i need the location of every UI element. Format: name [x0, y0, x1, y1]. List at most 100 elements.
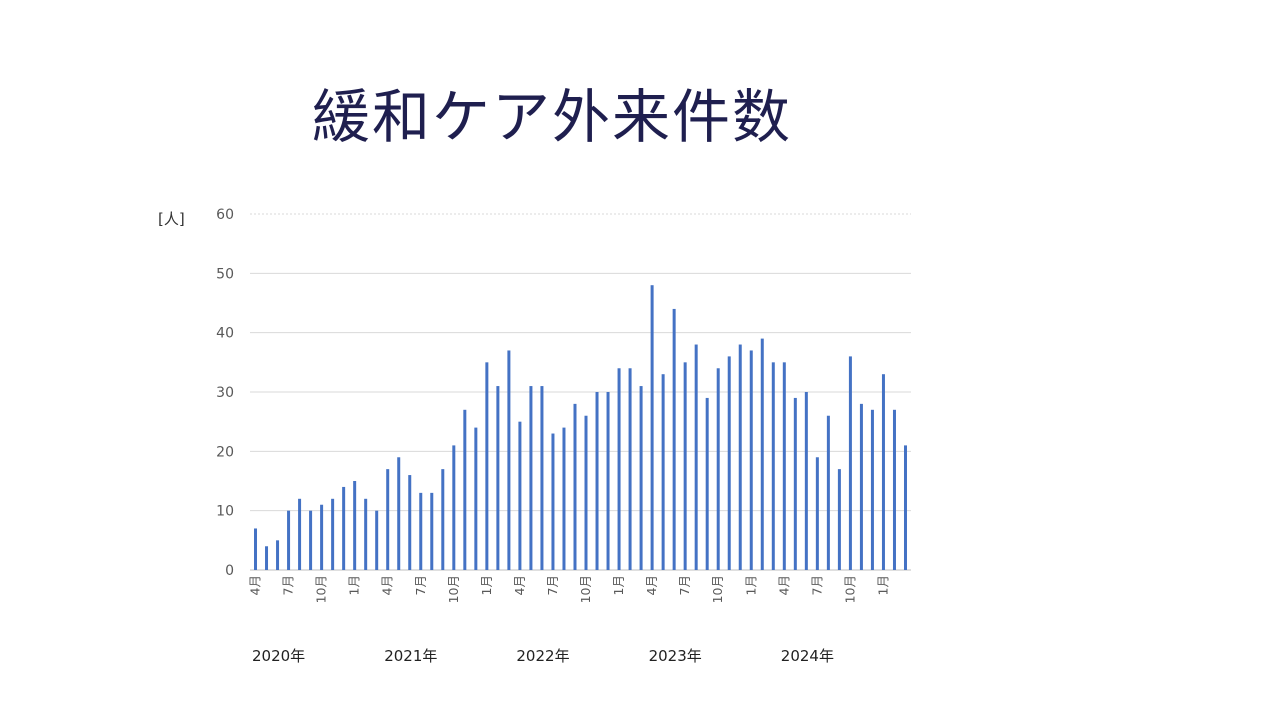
gridlines	[250, 213, 911, 571]
bar	[309, 510, 313, 570]
bar	[892, 409, 896, 570]
bar	[727, 356, 731, 570]
year-label: 2022年	[516, 647, 569, 665]
bar	[441, 469, 445, 570]
bar	[254, 528, 258, 570]
bar	[540, 386, 544, 570]
x-tick-label: 7月	[809, 575, 824, 595]
bar	[397, 457, 401, 570]
bar	[485, 362, 489, 570]
bar	[870, 409, 874, 570]
bar	[859, 403, 863, 570]
bar	[595, 392, 599, 570]
bar	[815, 457, 819, 570]
bar	[749, 350, 753, 570]
x-tick-label: 10月	[578, 575, 593, 603]
x-tick-label: 1月	[875, 575, 890, 595]
bar	[562, 427, 566, 570]
bar	[408, 475, 412, 570]
bar	[507, 350, 511, 570]
bar	[320, 504, 324, 570]
x-tick-label: 4月	[380, 575, 395, 595]
y-tick-label: 50	[216, 266, 234, 282]
bar	[694, 344, 698, 570]
y-tick-label: 0	[225, 563, 234, 579]
bar	[683, 362, 687, 570]
bar	[672, 308, 676, 570]
x-tick-label: 1月	[479, 575, 494, 595]
bar	[287, 510, 291, 570]
y-tick-label: 60	[216, 207, 234, 223]
bar	[551, 433, 555, 570]
y-tick-label: 20	[216, 444, 234, 460]
bar	[430, 492, 434, 570]
slide-title: 緩和ケア外来件数	[312, 83, 793, 151]
bar	[386, 469, 390, 570]
bars	[254, 285, 907, 570]
y-axis-ticks: 0 10 20 30 40 50 60	[216, 207, 234, 579]
x-tick-label: 1月	[611, 575, 626, 595]
y-axis-unit-label: [人]	[158, 210, 185, 228]
bar	[463, 409, 467, 570]
bar	[793, 397, 797, 570]
year-label: 2021年	[384, 647, 437, 665]
bar	[617, 368, 621, 570]
bar	[353, 481, 357, 570]
x-tick-label: 4月	[644, 575, 659, 595]
bar	[826, 415, 830, 570]
x-tick-label: 10月	[446, 575, 461, 603]
bar	[342, 486, 346, 570]
bar	[276, 540, 280, 570]
bar	[265, 546, 269, 570]
x-tick-label: 10月	[710, 575, 725, 603]
bar	[848, 356, 852, 570]
x-tick-label: 7月	[413, 575, 428, 595]
x-tick-label: 7月	[281, 575, 296, 595]
bar	[452, 445, 456, 570]
x-tick-label: 4月	[512, 575, 527, 595]
x-tick-label: 4月	[776, 575, 791, 595]
bar	[298, 498, 302, 570]
x-tick-label: 7月	[545, 575, 560, 595]
bar	[881, 374, 885, 570]
year-label: 2024年	[781, 647, 834, 665]
bar	[518, 421, 522, 570]
bar	[375, 510, 379, 570]
bar	[782, 362, 786, 570]
x-tick-label: 10月	[314, 575, 329, 603]
bar	[771, 362, 775, 570]
bar	[529, 386, 533, 570]
bar	[661, 374, 665, 570]
year-label: 2020年	[252, 647, 305, 665]
y-tick-label: 10	[216, 504, 234, 520]
year-label: 2023年	[649, 647, 702, 665]
x-axis-ticks: 4月 7月 10月 1月 4月 7月 10月 1月 4月 7月 10月 1月 4月 7月 10月 1月 4月 7月…	[248, 575, 891, 603]
year-labels: 2020年 2021年 2022年 2023年 2024年	[252, 647, 834, 665]
bar	[606, 392, 610, 570]
bar	[650, 285, 654, 570]
bar	[705, 397, 709, 570]
y-tick-label: 40	[216, 326, 234, 342]
x-tick-label: 1月	[347, 575, 362, 595]
bar	[738, 344, 742, 570]
x-tick-label: 4月	[248, 575, 263, 595]
bar	[837, 469, 841, 570]
x-tick-label: 10月	[842, 575, 857, 603]
bar	[716, 368, 720, 570]
x-tick-label: 1月	[743, 575, 758, 595]
bar	[628, 368, 632, 570]
bar	[474, 427, 478, 570]
bar	[573, 403, 577, 570]
bar	[639, 386, 643, 570]
bar	[760, 338, 764, 570]
x-tick-label: 7月	[677, 575, 692, 595]
bar	[584, 415, 588, 570]
bar	[804, 392, 808, 570]
bar	[364, 498, 368, 570]
bar	[496, 386, 500, 570]
bar	[331, 498, 335, 570]
y-tick-label: 30	[216, 385, 234, 401]
bar	[419, 492, 423, 570]
bar	[903, 445, 907, 570]
